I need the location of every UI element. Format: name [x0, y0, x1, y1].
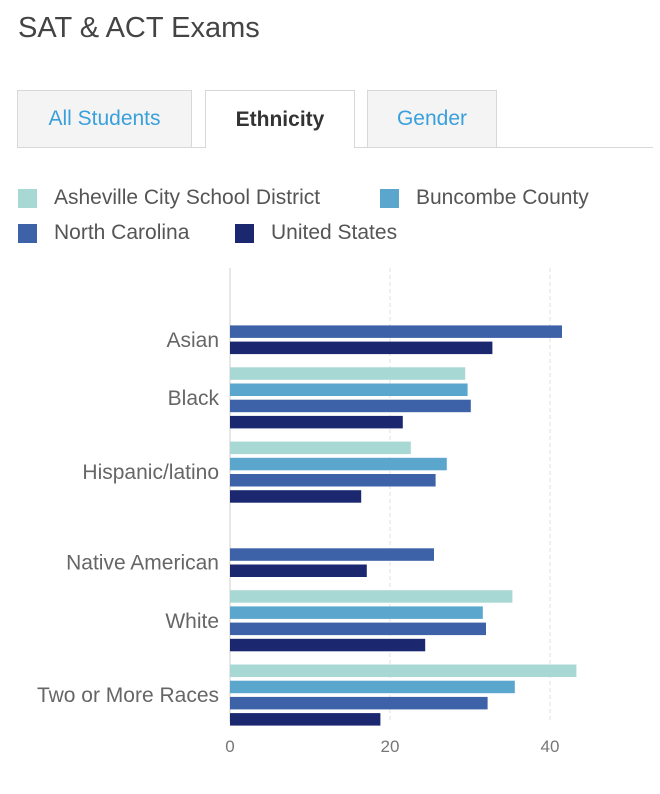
bar-3-3 [230, 564, 367, 577]
legend-swatch-united-states [235, 223, 254, 243]
bar-3-1 [230, 415, 403, 429]
chart-legend: Asheville City School District Buncombe … [18, 186, 648, 252]
x-tick-label: 20 [381, 737, 400, 756]
bar-1-2 [230, 457, 447, 471]
bar-0-1 [230, 367, 466, 380]
legend-item-united-states: United States [235, 221, 397, 245]
bar-3-4 [230, 638, 426, 652]
bar-1-4 [230, 606, 483, 619]
bar-2-2 [230, 474, 436, 487]
bar-3-0 [230, 341, 493, 355]
legend-swatch-asheville [18, 188, 37, 208]
bar-2-4 [230, 622, 486, 636]
legend-item-buncombe: Buncombe County [380, 186, 589, 210]
legend-label-north-carolina: North Carolina [54, 221, 190, 244]
bar-2-3 [230, 548, 434, 561]
bar-1-5 [230, 680, 515, 694]
category-label: White [165, 610, 219, 633]
bar-0-5 [230, 664, 577, 677]
legend-label-asheville: Asheville City School District [54, 186, 321, 209]
legend-label-united-states: United States [271, 221, 398, 244]
category-label: Black [168, 387, 220, 410]
legend-swatch-north-carolina [18, 223, 37, 243]
bar-1-1 [230, 383, 468, 396]
category-label: Native American [66, 552, 219, 575]
tab-gender[interactable]: Gender [367, 90, 497, 147]
category-label: Two or More Races [37, 684, 219, 707]
bar-3-5 [230, 713, 381, 726]
legend-item-north-carolina: North Carolina [18, 221, 189, 245]
page-title: SAT & ACT Exams [18, 12, 260, 44]
legend-item-asheville: Asheville City School District [18, 186, 320, 210]
category-label: Hispanic/latino [82, 461, 219, 484]
bar-3-2 [230, 490, 362, 503]
bar-2-1 [230, 399, 471, 413]
tab-all-students[interactable]: All Students [17, 90, 192, 147]
legend-label-buncombe: Buncombe County [416, 186, 589, 209]
bar-0-2 [230, 441, 411, 455]
x-tick-label: 40 [541, 737, 560, 756]
legend-swatch-buncombe [380, 188, 399, 208]
x-tick-label: 0 [225, 737, 234, 756]
tab-ethnicity[interactable]: Ethnicity [205, 90, 355, 148]
category-label: Asian [166, 329, 219, 352]
bar-2-5 [230, 696, 488, 710]
tab-bar: All Students Ethnicity Gender [17, 90, 653, 148]
bar-2-0 [230, 325, 562, 338]
bar-0-4 [230, 590, 513, 603]
